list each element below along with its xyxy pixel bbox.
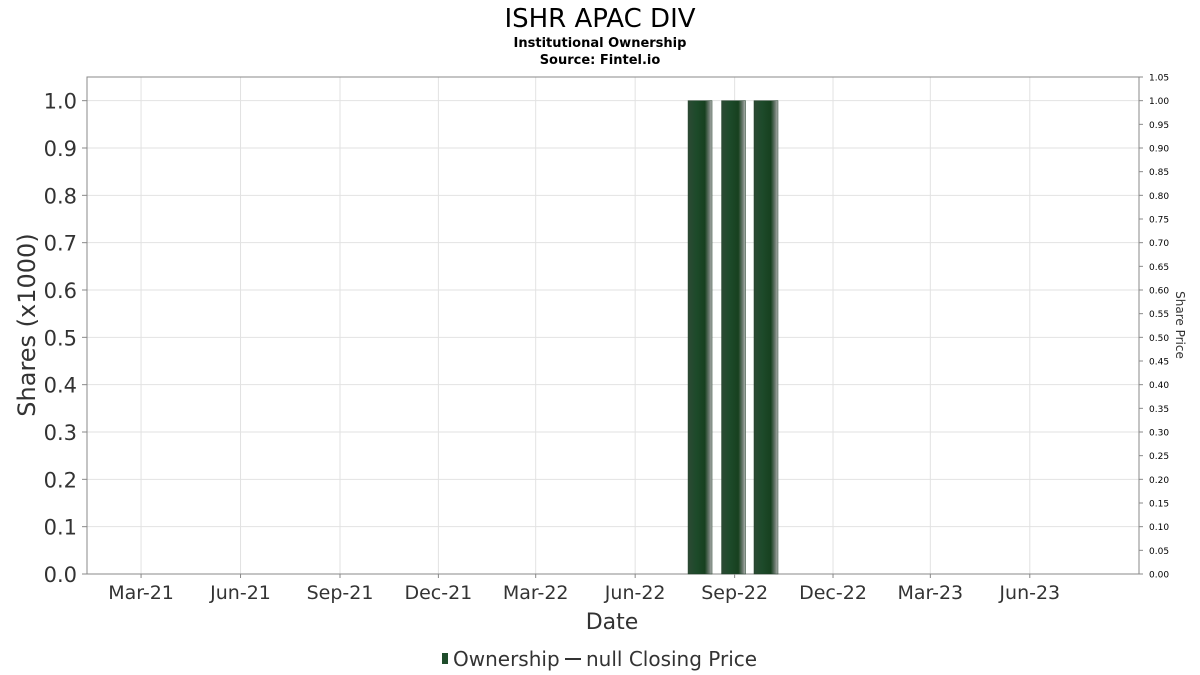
y-tick-label: 0.1 bbox=[44, 516, 77, 540]
y2-tick-label: 0.25 bbox=[1149, 452, 1169, 462]
y2-tick-label: 0.95 bbox=[1149, 121, 1169, 131]
y2-tick-label: 0.00 bbox=[1149, 571, 1169, 581]
y2-tick-label: 0.80 bbox=[1149, 192, 1169, 202]
bars bbox=[687, 100, 779, 575]
y-axis-ticks: 0.0 0.1 0.2 0.3 0.4 0.5 0.6 0.7 0.8 0.9 1.0 bbox=[44, 90, 87, 587]
y2-tick-label: 0.20 bbox=[1149, 476, 1169, 486]
y2-tick-label: 0.70 bbox=[1149, 239, 1169, 249]
x-tick-label: Mar-22 bbox=[503, 582, 569, 604]
x-axis-label: Date bbox=[586, 610, 639, 635]
y-tick-label: 0.7 bbox=[44, 232, 77, 256]
legend-ownership-swatch bbox=[442, 653, 448, 664]
y-axis-label: Shares (x1000) bbox=[13, 233, 41, 416]
y2-axis-label: Share Price bbox=[1173, 291, 1187, 359]
chart-title: ISHR APAC DIV bbox=[504, 4, 695, 34]
x-tick-label: Jun-23 bbox=[998, 582, 1060, 604]
y2-tick-label: 1.05 bbox=[1149, 74, 1169, 84]
y2-tick-label: 0.05 bbox=[1149, 547, 1169, 557]
y-tick-label: 0.3 bbox=[44, 421, 77, 445]
x-tick-label: Sep-22 bbox=[701, 582, 768, 604]
y2-axis-ticks: 0.00 0.05 0.10 0.15 0.20 0.25 0.30 0.35 0.40 0.45… bbox=[1139, 74, 1169, 581]
y2-tick-label: 1.00 bbox=[1149, 97, 1169, 107]
y2-tick-label: 0.50 bbox=[1149, 334, 1169, 344]
legend: Ownership null Closing Price bbox=[442, 647, 757, 671]
y2-tick-label: 0.60 bbox=[1149, 287, 1169, 297]
x-tick-label: Sep-21 bbox=[307, 582, 374, 604]
ownership-bar bbox=[721, 100, 746, 575]
ownership-bar bbox=[753, 100, 779, 575]
y2-tick-label: 0.55 bbox=[1149, 310, 1169, 320]
y2-tick-label: 0.35 bbox=[1149, 405, 1169, 415]
legend-price-label: null Closing Price bbox=[586, 647, 757, 671]
y-tick-label: 0.4 bbox=[44, 374, 77, 398]
y2-tick-label: 0.45 bbox=[1149, 358, 1169, 368]
x-tick-label: Dec-21 bbox=[404, 582, 472, 604]
ownership-bar bbox=[687, 100, 713, 575]
y-tick-label: 1.0 bbox=[44, 90, 77, 114]
legend-ownership-label: Ownership bbox=[453, 647, 560, 671]
y2-tick-label: 0.90 bbox=[1149, 145, 1169, 155]
y2-tick-label: 0.75 bbox=[1149, 216, 1169, 226]
x-tick-label: Mar-23 bbox=[897, 582, 963, 604]
x-tick-label: Jun-21 bbox=[209, 582, 271, 604]
y2-tick-label: 0.15 bbox=[1149, 500, 1169, 510]
chart-source: Source: Fintel.io bbox=[540, 53, 661, 68]
grid bbox=[87, 77, 1139, 575]
y2-tick-label: 0.65 bbox=[1149, 263, 1169, 273]
x-tick-label: Mar-21 bbox=[108, 582, 174, 604]
y-tick-label: 0.8 bbox=[44, 184, 77, 208]
y-tick-label: 0.6 bbox=[44, 279, 77, 303]
y2-tick-label: 0.10 bbox=[1149, 523, 1169, 533]
y-tick-label: 0.5 bbox=[44, 326, 77, 350]
chart-subtitle: Institutional Ownership bbox=[514, 36, 687, 51]
y2-tick-label: 0.40 bbox=[1149, 381, 1169, 391]
y-tick-label: 0.0 bbox=[44, 563, 77, 587]
y-tick-label: 0.9 bbox=[44, 137, 77, 161]
x-tick-label: Jun-22 bbox=[604, 582, 666, 604]
y2-tick-label: 0.85 bbox=[1149, 168, 1169, 178]
plot-area bbox=[86, 76, 1140, 575]
y2-tick-label: 0.30 bbox=[1149, 429, 1169, 439]
x-tick-label: Dec-22 bbox=[799, 582, 867, 604]
x-axis-ticks: Mar-21 Jun-21 Sep-21 Dec-21 Mar-22 Jun-22 Sep-… bbox=[108, 574, 1060, 604]
y-tick-label: 0.2 bbox=[44, 468, 77, 492]
